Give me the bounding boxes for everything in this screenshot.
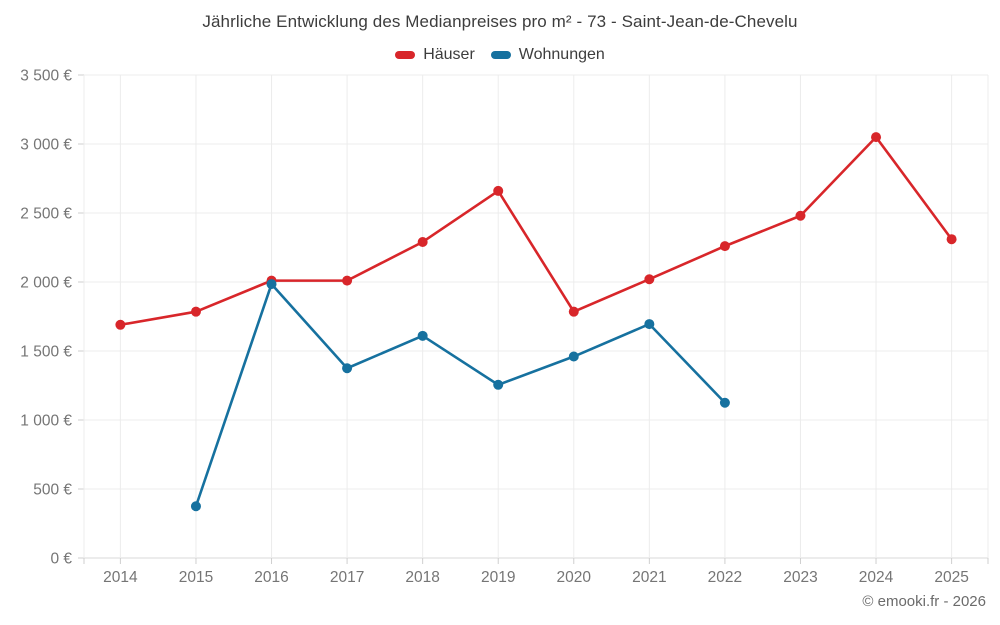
legend-item-hauser[interactable]: Häuser: [395, 46, 475, 64]
data-point-hauser-2020[interactable]: [568, 306, 579, 317]
data-point-hauser-2018[interactable]: [417, 236, 428, 247]
data-point-wohnungen-2020[interactable]: [568, 351, 579, 362]
legend-swatch-wohnungen-icon: [490, 51, 511, 59]
legend-swatch-hauser-icon: [395, 51, 416, 59]
x-axis-label: 2023: [783, 569, 817, 586]
data-point-hauser-2022[interactable]: [719, 241, 730, 252]
legend-item-wohnungen[interactable]: Wohnungen: [490, 46, 605, 64]
x-axis-label: 2015: [179, 569, 213, 586]
y-axis-label: 1 500 €: [20, 344, 72, 361]
x-axis-label: 2020: [557, 569, 592, 586]
data-point-wohnungen-2017[interactable]: [342, 363, 353, 374]
x-axis-label: 2021: [632, 569, 666, 586]
x-axis-label: 2025: [934, 569, 968, 586]
data-point-wohnungen-2015[interactable]: [190, 501, 201, 512]
data-point-hauser-2023[interactable]: [795, 210, 806, 221]
x-axis-label: 2019: [481, 569, 515, 586]
y-axis-label: 0 €: [50, 551, 72, 568]
data-point-hauser-2017[interactable]: [342, 275, 353, 286]
data-point-wohnungen-2019[interactable]: [493, 379, 504, 390]
series-line-wohnungen: [194, 282, 727, 508]
x-axis-label: 2024: [859, 569, 894, 586]
data-point-wohnungen-2016[interactable]: [266, 279, 277, 290]
x-axis-label: 2018: [405, 569, 439, 586]
data-point-hauser-2024[interactable]: [871, 132, 882, 143]
series-line-hauser: [119, 135, 953, 327]
data-point-hauser-2025[interactable]: [946, 234, 957, 245]
data-point-wohnungen-2018[interactable]: [417, 330, 428, 341]
x-axis-label: 2014: [103, 569, 138, 586]
legend: Häuser Wohnungen: [0, 46, 1000, 64]
x-axis-label: 2017: [330, 569, 364, 586]
legend-label-wohnungen: Wohnungen: [518, 46, 605, 63]
legend-label-hauser: Häuser: [423, 46, 475, 63]
data-point-wohnungen-2021[interactable]: [644, 319, 655, 330]
data-point-hauser-2015[interactable]: [190, 306, 201, 317]
y-axis-label: 2 000 €: [20, 275, 72, 292]
chart-title: Jährliche Entwicklung des Medianpreises …: [202, 12, 798, 31]
y-axis-label: 500 €: [33, 482, 72, 499]
x-axis-label: 2016: [254, 569, 288, 586]
y-axis-label: 1 000 €: [20, 413, 72, 430]
y-axis-label: 2 500 €: [20, 206, 72, 223]
x-axis-label: 2022: [708, 569, 742, 586]
data-point-hauser-2014[interactable]: [115, 319, 126, 330]
y-axis-label: 3 500 €: [20, 68, 72, 85]
copyright-footer: © emooki.fr - 2026: [862, 593, 986, 610]
data-point-hauser-2019[interactable]: [493, 185, 504, 196]
data-point-hauser-2021[interactable]: [644, 274, 655, 285]
data-point-wohnungen-2022[interactable]: [719, 397, 730, 408]
y-axis-label: 3 000 €: [20, 137, 72, 154]
